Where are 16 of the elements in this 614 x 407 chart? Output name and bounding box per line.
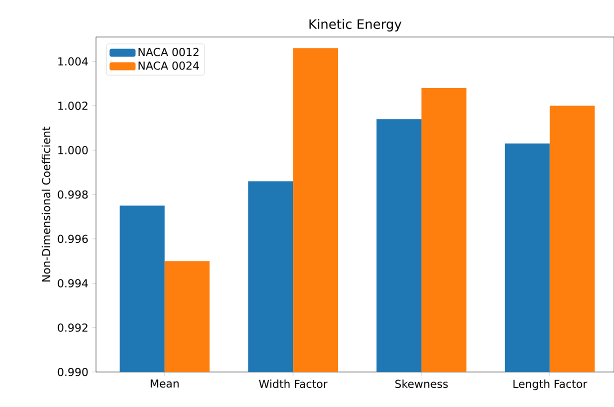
x-tick-label: Width Factor [258,380,328,388]
x-tick-label: Skewness [395,380,448,388]
y-tick-label: 1.002 [58,102,88,110]
y-tick-label: 0.996 [58,234,88,244]
y-tick-label: 0.992 [58,323,88,332]
y-axis-title: Non-Dimensional Coefficient [42,126,50,282]
y-tick-label: 0.994 [58,279,88,288]
y-tick-label: 1.000 [58,146,88,154]
legend-label: NACA 0024 [138,62,199,70]
y-tick-label: 1.004 [58,57,88,66]
x-tick-label: Length Factor [513,380,588,390]
y-tick-label: 0.998 [58,190,88,199]
chart-title: Kinetic Energy [310,18,402,32]
x-tick-label: Mean [150,380,179,388]
y-tick-label: 0.990 [58,368,88,376]
legend-label: NACA 0012 [138,48,198,56]
